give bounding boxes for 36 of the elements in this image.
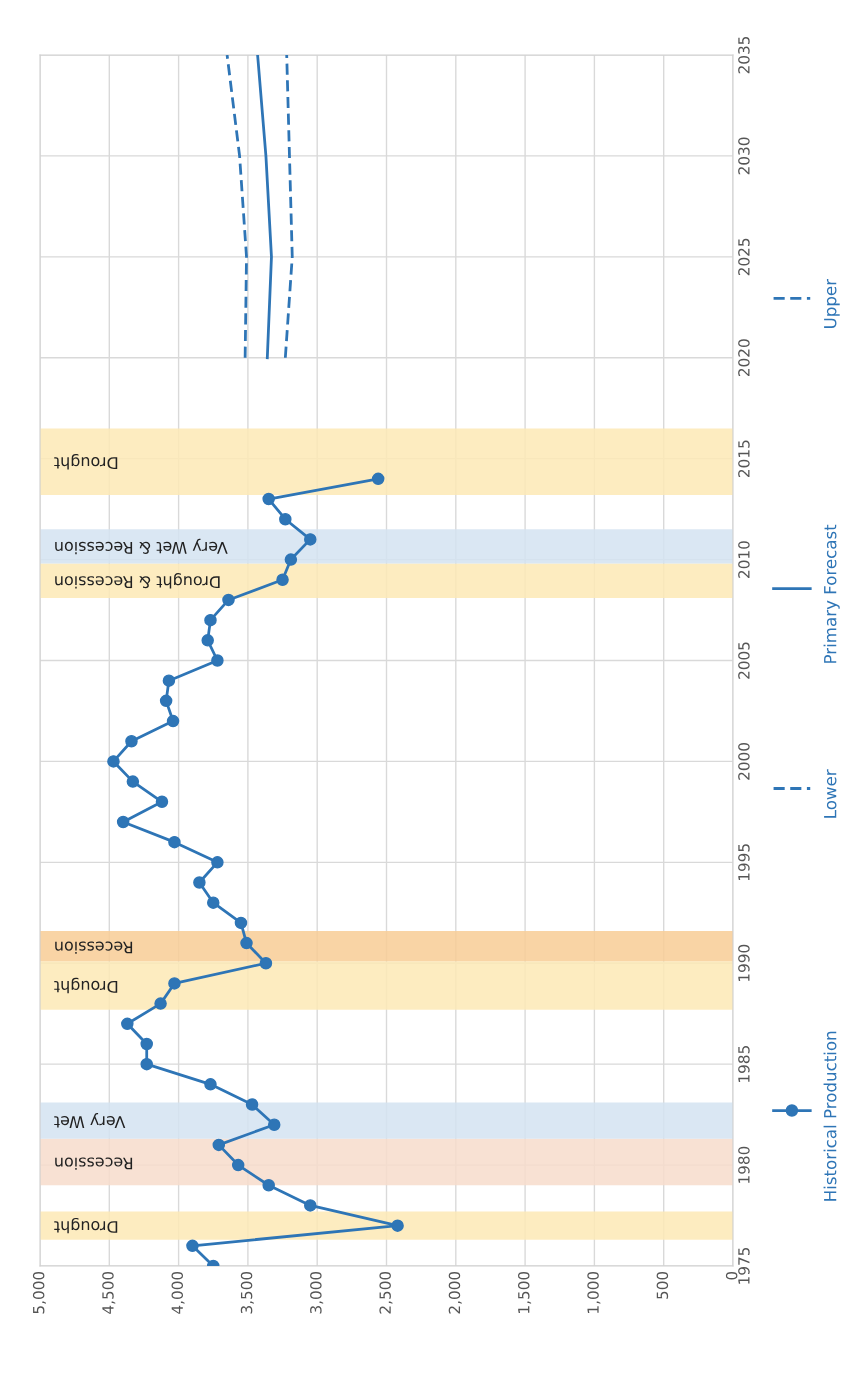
legend-label: Primary Forecast: [823, 524, 840, 663]
y-tick-label: 2000: [738, 742, 750, 780]
y-tick-label: 2015: [738, 440, 750, 477]
y-tick-label: 2035: [738, 36, 750, 74]
band-label: Drought & Recession: [55, 573, 220, 589]
x-tick-label: 500: [656, 1271, 669, 1299]
y-tick-label: 2030: [738, 137, 750, 175]
x-tick-label: 2,500: [379, 1271, 393, 1314]
legend-label: Upper: [824, 278, 840, 328]
x-tick-label: 3,500: [240, 1271, 254, 1314]
band-label: Very Wet: [54, 1112, 126, 1128]
y-tick-label: 1985: [738, 1046, 750, 1082]
band-label: Recession: [55, 1157, 133, 1170]
band-label: Drought: [54, 1217, 118, 1234]
legend-label: Lower: [824, 769, 837, 818]
y-tick-label: 2020: [738, 339, 750, 377]
x-tick-label: 0: [725, 1271, 738, 1280]
x-tick-label: 1,000: [587, 1271, 601, 1313]
y-tick-label: 1975: [738, 1247, 750, 1284]
band-label: Drought: [54, 977, 118, 994]
y-tick-label: 1980: [738, 1146, 750, 1183]
band-label: Recession: [55, 941, 133, 954]
x-tick-label: 1,500: [517, 1271, 532, 1313]
x-tick-label: 4,000: [171, 1271, 185, 1314]
x-tick-label: 5,000: [32, 1271, 46, 1314]
legend-label: Historical Production: [823, 1031, 837, 1201]
band-label: Drought: [54, 453, 118, 470]
y-tick-label: 1990: [738, 944, 750, 982]
band-label: Very Wet & Recession: [55, 538, 228, 555]
y-tick-label: 2005: [738, 642, 750, 679]
x-tick-label: 4,500: [102, 1271, 116, 1314]
x-tick-label: 2,000: [448, 1271, 462, 1314]
x-tick-label: 3,000: [310, 1271, 324, 1314]
y-tick-label: 2010: [738, 541, 750, 578]
y-tick-label: 2025: [738, 238, 750, 276]
y-tick-label: 1995: [738, 844, 750, 881]
